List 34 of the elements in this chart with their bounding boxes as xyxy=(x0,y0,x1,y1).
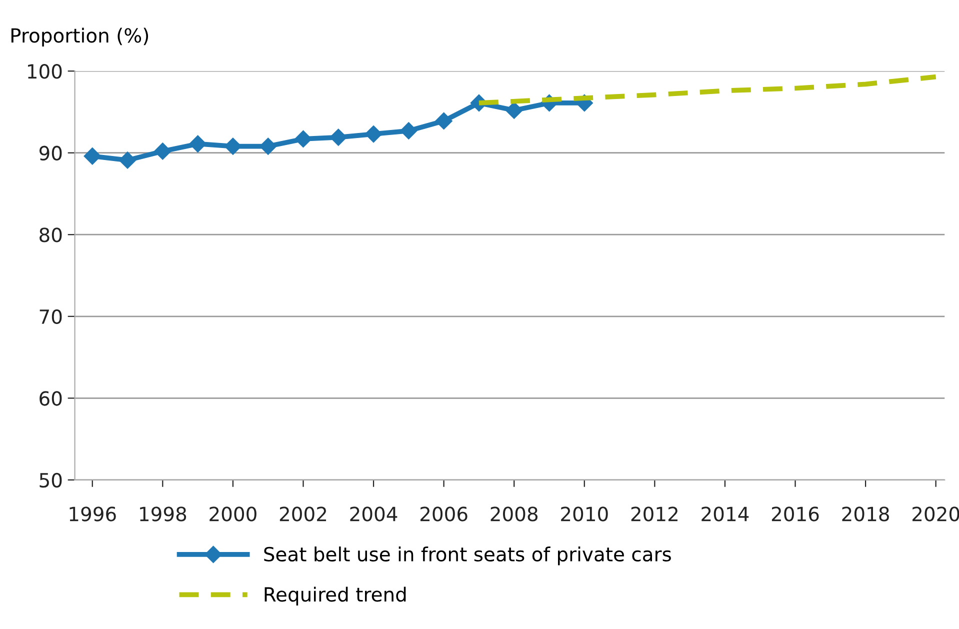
point xyxy=(435,112,452,130)
y-tick-label: 80 xyxy=(40,228,62,242)
legend-label: Required trend xyxy=(264,586,406,606)
x-tick-label: 2014 xyxy=(702,506,749,522)
point xyxy=(84,148,101,165)
x-tick-label: 2008 xyxy=(490,506,538,522)
point xyxy=(260,138,277,155)
point xyxy=(294,130,312,148)
point xyxy=(224,138,242,155)
point xyxy=(330,128,347,146)
y-axis-title: Proportion (%) xyxy=(11,28,148,47)
point xyxy=(364,125,382,143)
point xyxy=(154,142,172,160)
y-tick-label: 50 xyxy=(40,472,62,488)
x-tick-label: 2010 xyxy=(561,506,608,522)
y-tick-label: 70 xyxy=(40,309,62,324)
x-tick-label: 2018 xyxy=(842,506,889,522)
point xyxy=(118,152,136,169)
x-tick-label: 2016 xyxy=(772,506,819,522)
x-tick-label: 2000 xyxy=(210,506,256,522)
point xyxy=(506,102,523,119)
point xyxy=(189,135,206,152)
x-tick-label: 1998 xyxy=(140,506,186,522)
x-tick-label: 1996 xyxy=(70,506,116,522)
x-tick-label: 2012 xyxy=(631,506,678,522)
y-tick-label: 90 xyxy=(39,146,62,161)
x-tick-label: 2004 xyxy=(350,506,398,522)
legend-label: Seat belt use in front seats of private cars xyxy=(264,546,671,566)
y-tick-label: 60 xyxy=(40,391,62,406)
x-tick-label: 2006 xyxy=(420,506,468,522)
x-tick-label: 2002 xyxy=(280,506,326,522)
y-tick-label: 100 xyxy=(28,64,62,79)
point xyxy=(400,122,418,140)
x-tick-label: 2020 xyxy=(912,506,959,522)
